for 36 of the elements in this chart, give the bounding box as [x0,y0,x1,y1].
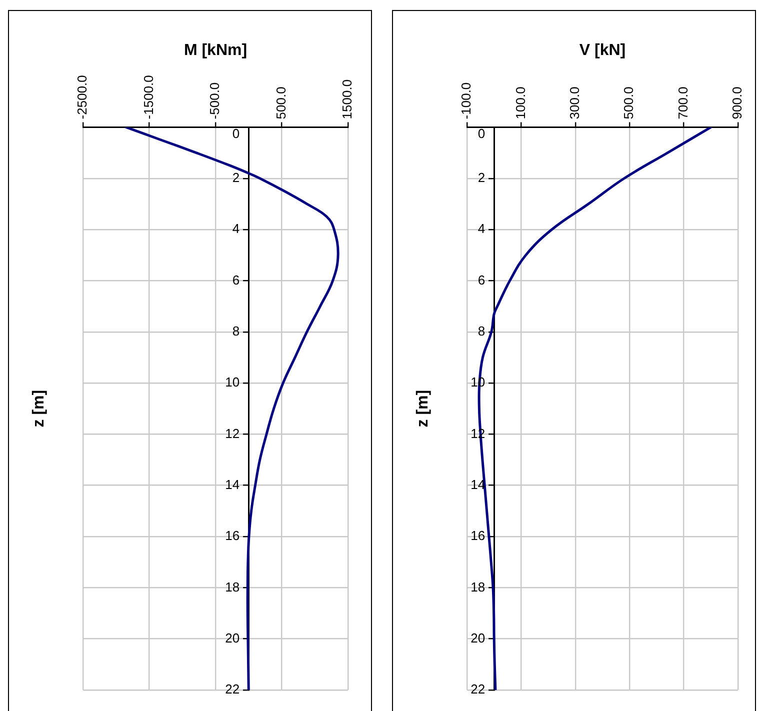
y-tick-label: 2 [232,170,240,185]
y-tick-label: 18 [225,579,240,594]
x-tick-label: 900.0 [730,86,745,120]
y-tick-label: 12 [225,426,240,441]
x-tick-label: -500.0 [207,82,222,120]
y-tick-label: 8 [232,323,240,338]
y-tick-label: 0 [478,126,486,141]
y-axis-title: z [m] [414,390,432,428]
x-tick-label: 1500.0 [340,79,355,120]
y-tick-label: 6 [232,272,240,288]
x-tick-label: 300.0 [566,86,582,120]
chart-title: V [kN] [579,42,626,60]
y-tick-label: 0 [232,126,240,141]
y-axis-title: z [m] [30,390,48,428]
y-tick-label: 16 [225,528,240,544]
x-tick-label: 700.0 [675,86,690,120]
y-tick-label: 22 [225,682,240,697]
x-tick-label: -100.0 [458,82,474,120]
y-tick-label: 8 [478,323,486,338]
y-tick-label: 16 [470,528,486,544]
y-tick-label: 20 [225,630,240,646]
y-tick-label: 4 [232,221,240,236]
chart-title: M [kNm] [184,42,248,60]
y-tick-label: 10 [225,374,240,390]
x-tick-label: -2500.0 [74,75,90,120]
y-tick-label: 14 [225,476,240,492]
y-tick-label: 20 [470,630,486,646]
y-tick-label: 6 [478,272,486,288]
y-tick-label: 18 [470,579,486,594]
x-tick-label: 100.0 [512,86,528,120]
y-tick-label: 22 [470,682,486,697]
y-tick-label: 2 [478,170,486,185]
x-tick-label: -1500.0 [140,75,156,120]
y-tick-label: 4 [478,221,486,236]
x-tick-label: 500.0 [621,86,636,120]
x-tick-label: 500.0 [273,86,288,120]
